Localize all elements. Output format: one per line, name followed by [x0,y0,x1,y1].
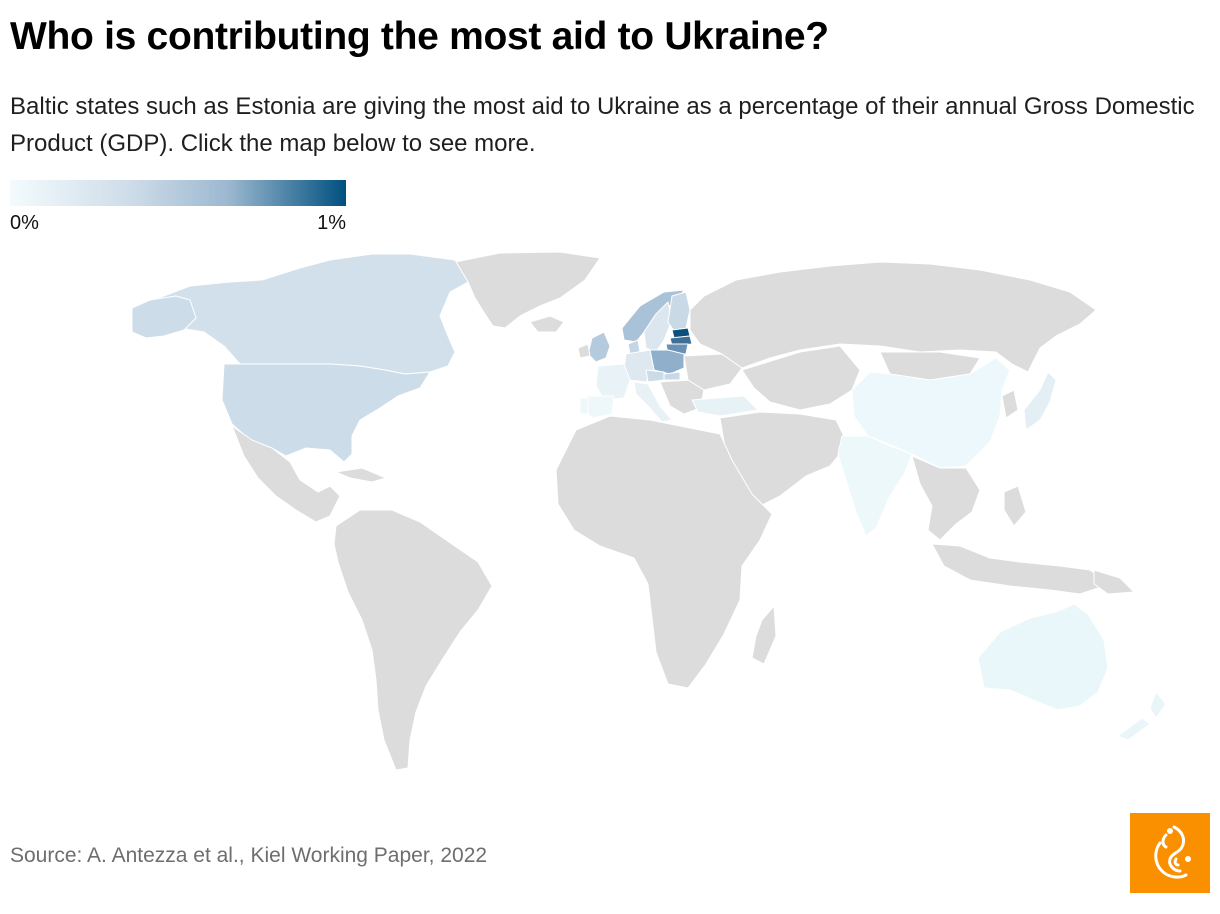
country-portugal[interactable] [579,397,589,415]
country-korea[interactable] [1001,389,1019,419]
continent-south-america[interactable] [333,509,493,771]
country-italy[interactable] [633,381,673,423]
country-india[interactable] [837,435,913,537]
country-poland[interactable] [649,349,685,375]
country-japan[interactable] [1023,371,1057,431]
country-ireland[interactable] [577,343,591,359]
region-southeast-asia[interactable] [911,455,981,541]
country-usa-alaska[interactable] [131,295,197,339]
country-turkey[interactable] [691,395,759,417]
country-sweden[interactable] [643,301,673,353]
country-france[interactable] [595,363,631,401]
country-cuba[interactable] [335,467,387,483]
country-iceland[interactable] [529,315,565,333]
country-madagascar[interactable] [751,605,777,665]
country-russia[interactable] [689,261,1097,373]
country-papua-new-guinea[interactable] [1093,569,1135,595]
country-united-kingdom[interactable] [587,331,611,363]
region-central-asia[interactable] [741,345,861,411]
country-china[interactable] [851,357,1011,469]
source-note: Source: A. Antezza et al., Kiel Working … [10,844,488,867]
color-legend: 0% 1% [10,180,346,236]
continent-africa[interactable] [555,415,773,689]
country-mexico[interactable] [231,425,341,523]
chart-subtitle: Baltic states such as Estonia are giving… [10,93,1195,157]
legend-gradient-bar [10,180,346,206]
chart-title: Who is contributing the most aid to Ukra… [10,15,829,58]
country-czech-republic[interactable] [645,369,665,383]
country-canada[interactable] [147,253,469,375]
country-new-zealand[interactable] [1117,691,1167,741]
world-map-svg[interactable] [0,240,1220,785]
legend-max-label: 1% [317,212,346,234]
country-australia[interactable] [977,603,1109,711]
al-jazeera-logo-icon [1154,825,1191,879]
region-indonesia[interactable] [931,543,1111,595]
world-map[interactable] [0,240,1220,785]
legend-min-label: 0% [10,212,39,234]
country-slovakia[interactable] [663,371,681,381]
country-philippines[interactable] [1003,485,1027,527]
country-greenland[interactable] [454,251,601,329]
al-jazeera-logo [1130,813,1210,893]
